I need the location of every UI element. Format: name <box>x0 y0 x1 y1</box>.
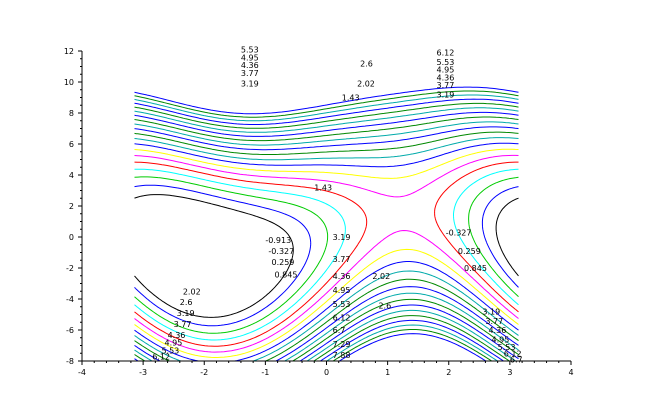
x-tick-label: 4 <box>568 368 573 377</box>
contour-level-label: 3.77 <box>333 255 351 264</box>
contour-level-label: 7.29 <box>333 340 351 349</box>
contour-level-label: 6.12 <box>437 49 455 58</box>
contour-line-2 <box>134 176 519 334</box>
contour-lines <box>134 86 519 361</box>
contour-line-4 <box>134 161 519 347</box>
contour-level-label: 4.36 <box>241 61 259 70</box>
contour-line-1 <box>134 184 519 327</box>
contour-level-label: 0.845 <box>275 270 298 279</box>
contour-level-label: 5.53 <box>333 300 351 309</box>
y-tick-label: -4 <box>66 295 74 304</box>
contour-level-label: 4.95 <box>165 339 183 348</box>
contour-line-12 <box>134 116 519 361</box>
x-tick-label: 2 <box>446 368 451 377</box>
contour-level-label: -0.327 <box>268 247 294 256</box>
contour-level-label: 0.259 <box>458 247 481 256</box>
contour-line-3 <box>134 168 519 341</box>
contour-line-6 <box>134 148 519 358</box>
contour-level-label: 6.7 <box>510 356 523 365</box>
contour-line-0 <box>134 194 519 318</box>
contour-level-label: 4.95 <box>492 335 510 344</box>
x-tick-label: -3 <box>139 368 147 377</box>
contour-level-label: 2.02 <box>183 287 201 296</box>
y-tick-label: 2 <box>69 202 74 211</box>
contour-level-label: 3.19 <box>482 308 500 317</box>
contour-line-5 <box>134 154 519 353</box>
contour-line-9 <box>134 131 519 361</box>
contour-level-label: 4.95 <box>437 66 455 75</box>
contour-level-label: 5.53 <box>437 58 455 67</box>
contour-level-label: 3.77 <box>485 317 503 326</box>
contour-level-label: 4.36 <box>437 73 455 82</box>
contour-level-label: 2.02 <box>357 80 375 89</box>
contour-level-label: 3.19 <box>177 309 195 318</box>
contour-level-label: 3.19 <box>333 233 351 242</box>
contour-level-label: 0.259 <box>271 258 294 267</box>
contour-line-16 <box>134 98 519 361</box>
y-tick-label: -6 <box>66 326 74 335</box>
x-tick-label: -4 <box>78 368 86 377</box>
contour-level-label: -0.913 <box>265 236 291 245</box>
contour-level-label: 6.7 <box>333 326 346 335</box>
contour-line-13 <box>134 111 519 361</box>
contour-line-17 <box>134 94 519 361</box>
y-tick-label: 8 <box>69 109 74 118</box>
y-tick-label: 6 <box>69 140 74 149</box>
x-tick-label: 3 <box>507 368 512 377</box>
contour-level-label: 6.12 <box>504 349 522 358</box>
contour-level-label: 2.6 <box>360 60 373 69</box>
y-tick-label: 0 <box>69 233 74 242</box>
contour-level-label: 1.43 <box>314 184 332 193</box>
contour-level-label: 4.36 <box>333 272 351 281</box>
y-tick-label: 4 <box>69 171 74 180</box>
y-tick-label: 10 <box>64 78 74 87</box>
contour-line-8 <box>134 137 519 361</box>
contour-level-label: 2.02 <box>372 272 390 281</box>
contour-level-label: 3.19 <box>241 80 259 89</box>
contour-level-label: 4.95 <box>333 286 351 295</box>
contour-line-15 <box>134 102 519 361</box>
contour-level-label: 6.12 <box>333 314 351 323</box>
x-tick-label: -1 <box>261 368 269 377</box>
x-tick-label: 0 <box>324 368 329 377</box>
x-tick-label: -2 <box>200 368 208 377</box>
contour-level-label: 7.88 <box>333 351 351 360</box>
contour-level-label: 2.6 <box>378 301 391 310</box>
contour-level-label: 6.12 <box>152 352 170 361</box>
x-tick-label: 1 <box>385 368 390 377</box>
y-tick-label: 12 <box>64 47 74 56</box>
contour-level-labels: 5.534.954.363.773.196.125.534.954.363.77… <box>152 46 522 365</box>
contour-line-18 <box>134 90 519 361</box>
contour-level-label: 3.77 <box>437 81 455 90</box>
contour-level-label: 1.43 <box>342 94 360 103</box>
contour-level-label: 4.36 <box>168 331 186 340</box>
contour-level-label: -0.327 <box>446 228 472 237</box>
contour-level-label: 5.53 <box>161 346 179 355</box>
contour-level-label: 2.6 <box>180 298 193 307</box>
y-tick-label: -2 <box>66 264 74 273</box>
contour-line-7 <box>134 142 519 361</box>
contour-level-label: 3.77 <box>174 320 192 329</box>
y-tick-label: -8 <box>66 357 74 366</box>
contour-line-10 <box>134 126 519 361</box>
contour-level-label: 3.77 <box>241 69 259 78</box>
contour-level-label: 5.53 <box>241 46 259 55</box>
contour-level-label: 0.845 <box>464 264 487 273</box>
contour-level-label: 3.19 <box>437 91 455 100</box>
contour-level-label: 4.95 <box>241 53 259 62</box>
contour-line-11 <box>134 121 519 361</box>
contour-line-19 <box>134 86 519 361</box>
contour-level-label: 4.36 <box>488 326 506 335</box>
contour-level-label: 5.53 <box>498 343 516 352</box>
